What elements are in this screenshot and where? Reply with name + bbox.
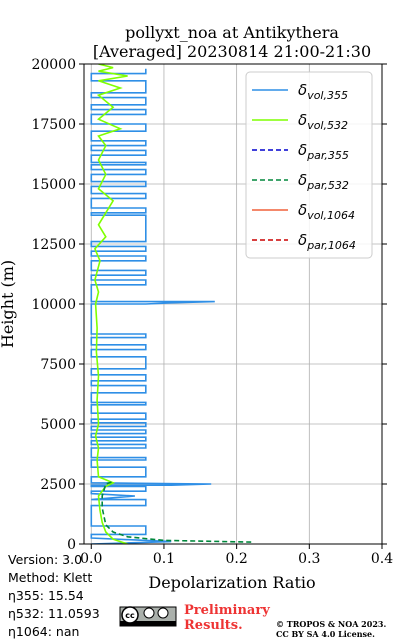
- legend-label: δpar,1064: [298, 231, 356, 252]
- profile-line: [101, 480, 252, 543]
- chart-title: pollyxt_noa at Antikythera: [125, 23, 339, 42]
- info-line: η1064: nan: [8, 624, 79, 639]
- legend-label: δvol,1064: [298, 201, 355, 222]
- preliminary-notice: Preliminary: [184, 603, 270, 618]
- info-line: η355: 15.54: [8, 588, 84, 603]
- info-line: Method: Klett: [8, 570, 92, 585]
- y-tick-label: 12500: [31, 237, 76, 253]
- y-axis-label: Height (m): [0, 260, 17, 348]
- info-line: η532: 11.0593: [8, 606, 100, 621]
- legend-label: δvol,355: [298, 81, 348, 102]
- y-tick-label: 2500: [40, 477, 76, 493]
- y-tick-label: 15000: [31, 177, 76, 193]
- y-tick-label: 5000: [40, 417, 76, 433]
- y-tick-label: 7500: [40, 357, 76, 373]
- copyright: CC BY SA 4.0 License.: [276, 629, 375, 639]
- x-tick-label: 0.3: [298, 551, 320, 567]
- profile-line: [90, 68, 215, 544]
- plot-frame: [83, 63, 383, 545]
- y-tick-label: 10000: [31, 297, 76, 313]
- copyright: © TROPOS & NOA 2023.: [276, 619, 386, 629]
- x-tick-label: 0.0: [80, 551, 102, 567]
- x-tick-label: 0.4: [371, 551, 393, 567]
- svg-text:cc: cc: [125, 611, 135, 620]
- legend-label: δvol,532: [298, 111, 348, 132]
- y-tick-label: 0: [67, 537, 76, 553]
- chart-subtitle: [Averaged] 20230814 21:00-21:30: [93, 42, 371, 61]
- profile-line: [93, 64, 128, 544]
- y-tick-label: 20000: [31, 57, 76, 73]
- legend-label: δpar,532: [298, 171, 349, 192]
- y-tick-label: 17500: [31, 117, 76, 133]
- info-line: Version: 3.0: [8, 552, 82, 567]
- legend-label: δpar,355: [298, 141, 349, 162]
- legend: δvol,355 δvol,532 δpar,355 δpar,532 δvol,106…: [245, 71, 373, 259]
- preliminary-notice: Results.: [184, 618, 243, 633]
- x-tick-label: 0.2: [226, 551, 248, 567]
- x-axis-label: Depolarization Ratio: [148, 573, 315, 592]
- legend-box: [245, 71, 373, 259]
- x-tick-label: 0.1: [153, 551, 175, 567]
- cc-logo: cc: [119, 606, 177, 627]
